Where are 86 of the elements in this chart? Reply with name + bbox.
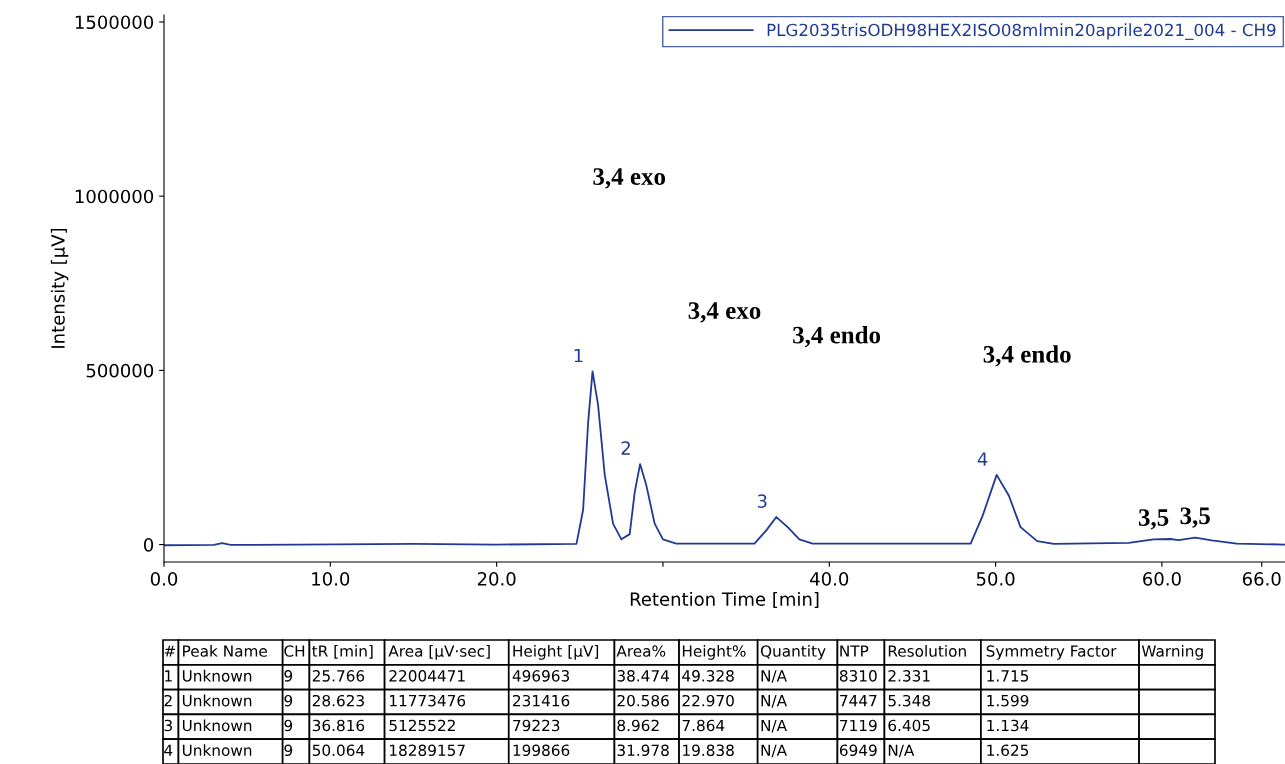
text: 20.586	[617, 694, 669, 707]
text: 4	[164, 744, 173, 756]
y-tick-label: 500000	[86, 363, 154, 378]
text: Resolution	[888, 645, 966, 657]
text: 31.978	[617, 744, 669, 757]
text: Warning	[1141, 645, 1203, 660]
text: 9	[284, 670, 293, 682]
text: 496963	[512, 670, 570, 682]
text: Unknown	[182, 744, 252, 757]
text: 36.816	[312, 719, 365, 732]
y-tick-label: 0	[143, 538, 154, 552]
text: N/A	[761, 695, 787, 708]
text: 9	[284, 719, 293, 732]
text: 1.715	[987, 670, 1029, 682]
text: 9	[284, 744, 293, 757]
text: #	[164, 645, 176, 657]
y-axis-title: Intensity [µV]	[50, 228, 69, 348]
annotation: 3,5	[1138, 509, 1169, 530]
text: 22004471	[389, 670, 465, 682]
text: 3	[164, 719, 172, 732]
y-tick-label: 1500000	[75, 15, 154, 30]
text: 49.328	[682, 670, 734, 682]
annotation: 3,4 exo	[688, 302, 761, 323]
text: Unknown	[182, 669, 252, 682]
annotation: 1	[574, 348, 583, 363]
text: tR [min]	[312, 645, 373, 659]
line-series	[164, 370, 1285, 547]
text: Peak Name	[183, 645, 267, 657]
text: 18289157	[390, 744, 465, 757]
annotation: 3	[757, 494, 767, 508]
text: 6.405	[888, 719, 930, 732]
text: Symmetry Factor	[986, 645, 1117, 660]
text: 11773476	[390, 694, 466, 707]
text: 2.331	[888, 670, 930, 682]
text: Height [µV]	[513, 645, 599, 660]
text: Area [µV·sec]	[388, 645, 490, 660]
text: N/A	[761, 719, 787, 733]
x-tick-label: 50.0	[976, 572, 1015, 586]
annotation: 3,4 endo	[983, 345, 1071, 367]
x-tick-label: 40.0	[810, 572, 849, 586]
text: N/A	[761, 670, 787, 683]
x-tick-label: 10.0	[312, 572, 350, 586]
text: 199866	[513, 744, 570, 757]
annotation: 3,4 exo	[593, 168, 666, 189]
text: 28.623	[312, 694, 364, 707]
text: N/A	[888, 744, 915, 758]
text: 8.962	[617, 719, 659, 732]
text: 7119	[840, 719, 877, 732]
text: N/A	[761, 744, 787, 758]
text: 6949	[839, 744, 877, 757]
text: 7447	[840, 695, 877, 707]
x-tick-label: 60.0	[1143, 572, 1181, 586]
text: Quantity	[760, 645, 826, 660]
text: Area%	[616, 645, 666, 657]
annotation: 2	[621, 441, 630, 455]
text: 9	[284, 694, 293, 707]
annotation: 3,4 endo	[793, 326, 881, 348]
x-tick-label: 66.0	[1242, 572, 1281, 586]
x-tick-label: 20.0	[477, 572, 516, 586]
text: 1.134	[987, 719, 1029, 732]
text: Unknown	[182, 694, 252, 707]
text: 7.864	[682, 719, 725, 732]
legend-label: PLG2035trisODH98HEX2ISO08mlmin20aprile2021_004 - CH9	[767, 23, 1276, 40]
text: Unknown	[182, 719, 252, 732]
text: 1.599	[987, 694, 1029, 707]
text: 8310	[839, 670, 877, 682]
text: 5125522	[389, 719, 455, 732]
text: 38.474	[617, 670, 669, 682]
text: 1.625	[987, 744, 1029, 757]
x-axis-title: Retention Time [min]	[630, 591, 819, 609]
text: 5.348	[888, 694, 931, 707]
text: 79223	[513, 719, 560, 732]
text: CH	[284, 645, 305, 657]
text: 19.838	[683, 744, 734, 757]
text: 1	[165, 670, 172, 682]
annotation: 3,5	[1180, 507, 1210, 528]
text: 50.064	[312, 744, 365, 757]
annotation: 4	[977, 452, 988, 466]
text: 22.970	[682, 694, 734, 707]
text: 231416	[513, 694, 570, 707]
text: NTP	[840, 645, 869, 657]
text: 2	[164, 694, 172, 707]
x-tick-label: 0.0	[150, 572, 178, 586]
text: 25.766	[312, 670, 365, 682]
text: Height%	[682, 645, 746, 660]
y-tick-label: 1000000	[75, 189, 154, 204]
